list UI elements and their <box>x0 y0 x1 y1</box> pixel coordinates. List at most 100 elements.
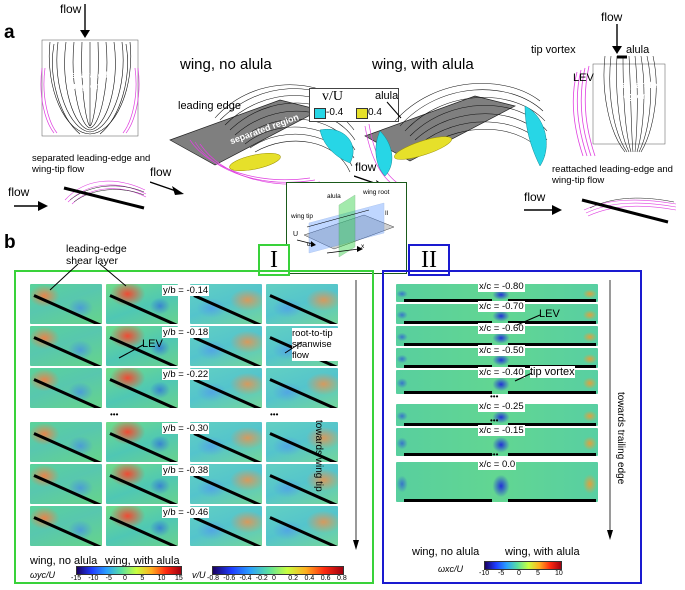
row-label-ii: x/c = -0.50 <box>478 345 525 356</box>
separated-region-label-left: separated region <box>65 70 109 91</box>
wing-plate <box>193 474 262 504</box>
cbar-x-ticks: -10 -5 0 5 10 <box>479 570 563 580</box>
inset-ii-label: II <box>385 211 389 217</box>
cbar-v-label: v/U <box>192 570 206 580</box>
group-ii-frame <box>382 270 642 584</box>
row-label-i: y/b = -0.46 <box>162 507 210 518</box>
leading-edge-label: leading edge <box>178 100 242 112</box>
tip-vortex-label-a: tip vortex <box>531 44 576 56</box>
flow-field-panel-ii <box>396 404 598 426</box>
row-label-ii: x/c = -0.60 <box>478 323 525 334</box>
colorbar-tick-label: 0.6 <box>320 575 331 582</box>
colorbar-tick-label: -0.6 <box>223 575 236 582</box>
wing-plate <box>269 294 338 324</box>
wing-plate <box>269 516 338 546</box>
cbar-x-label: ωxc/U <box>438 564 464 574</box>
cbar-vort <box>76 566 182 575</box>
wing-plate <box>193 378 262 408</box>
colorbar-tick-label: -10 <box>88 575 99 582</box>
spanwise-pointer <box>284 341 303 354</box>
wing-plate <box>508 499 596 502</box>
group-i-frame <box>14 270 374 584</box>
cyan-vortex-blob-1 <box>319 128 354 164</box>
wing-plate <box>269 378 338 408</box>
vu-legend: v/U -0.4 0.4 <box>309 88 399 122</box>
alula-pointer-mid <box>386 101 402 119</box>
flow-field-panel-i <box>30 464 102 504</box>
inset-geometry <box>296 194 395 258</box>
row-label-ii: x/c = 0.0 <box>478 459 517 470</box>
lev-label-a: LEV <box>573 72 594 84</box>
flow-field-panel-i <box>30 368 102 408</box>
caption-no-alula-i: wing, no alula <box>30 555 98 567</box>
flow-label-mid: flow <box>150 165 172 179</box>
row-label-i: y/b = -0.38 <box>162 465 210 476</box>
inset-alula-label: alula <box>327 193 341 200</box>
inset-wing-tip-label: wing tip <box>291 213 314 220</box>
flow-arrow-down-icon <box>80 4 90 38</box>
wing-plate <box>33 294 102 324</box>
wing-plate <box>404 453 492 456</box>
row-label-ii: x/c = -0.25 <box>478 401 525 412</box>
colorbar-tick-label: 0.8 <box>337 575 347 582</box>
wing-plate <box>109 516 178 546</box>
vu-legend-pos-swatch <box>356 108 368 119</box>
wing-plate <box>404 423 492 426</box>
caption-no-alula-ii: wing, no alula <box>412 546 480 558</box>
wing-plate <box>508 299 596 302</box>
wing-plate <box>508 453 596 456</box>
flow-label-top-left: flow <box>60 2 82 16</box>
wing-plate <box>193 432 262 462</box>
wing-plate <box>404 343 492 346</box>
side-view-streamlines-right <box>581 197 677 224</box>
wing-plate <box>508 391 596 394</box>
colorbar-tick-label: 15 <box>175 575 183 582</box>
inset-wing-root-label: wing root <box>363 189 390 196</box>
wing-plate <box>508 321 596 324</box>
caption-with-alula-ii: wing, with alula <box>505 546 580 558</box>
inset-x-label: x <box>361 243 365 250</box>
colorbar-tick-label: -10 <box>479 570 490 577</box>
wing-plate <box>269 474 338 504</box>
flow-field-panel-i <box>30 506 102 546</box>
wing-plate <box>109 378 178 408</box>
panel-a-letter: a <box>4 22 15 43</box>
vu-legend-neg: -0.4 <box>326 107 344 118</box>
lev-label-b-i: LEV <box>142 338 163 350</box>
wing-plate <box>193 516 262 546</box>
side-view-streamlines-left <box>63 180 147 210</box>
wing-plate <box>33 474 102 504</box>
alula-label-mid: alula <box>375 90 399 102</box>
flow-label-left: flow <box>8 185 30 199</box>
wing-plate <box>508 423 596 426</box>
inset-schematic: alula wing root wing tip U II α x <box>286 182 407 274</box>
ellipsis-i: ••• <box>110 410 119 419</box>
vu-legend-pos: 0.4 <box>368 107 382 118</box>
colorbar-tick-label: 5 <box>536 570 540 577</box>
shear-layer-label: leading-edge shear layer <box>66 243 127 267</box>
flow-field-panel-ii <box>396 304 598 324</box>
cbar-vort-ticks: -15 -10 -5 0 5 10 15 <box>71 575 183 585</box>
title-no-alula: wing, no alula <box>180 56 272 73</box>
ellipsis-ii: ••• <box>490 392 499 401</box>
flow-arrow-right-icon-2 <box>524 205 562 215</box>
colorbar-tick-label: 0.4 <box>304 575 315 582</box>
row-label-i: y/b = -0.22 <box>162 369 210 380</box>
towards-tip-label: towards wing tip <box>313 420 324 492</box>
cbar-v-ticks: -0.8 -0.6 -0.4 -0.2 0 0.2 0.4 0.6 0.8 <box>207 575 347 585</box>
tip-vortex-pointer <box>514 372 533 382</box>
wing-plate <box>109 474 178 504</box>
wing-plate <box>193 294 262 324</box>
tip-vortex-label-b: tip vortex <box>530 366 575 378</box>
colorbar-tick-label: -5 <box>105 575 112 582</box>
colorbar-tick-label: -15 <box>71 575 82 582</box>
reattached-flow-label: reattached leading-edge and wing-tip flo… <box>552 164 673 186</box>
flow-field-panel-i <box>30 422 102 462</box>
ellipsis-i: ••• <box>270 410 279 419</box>
flow-label-top-right: flow <box>601 10 623 24</box>
ellipsis-ii: ••• <box>490 450 499 459</box>
wing-plate <box>404 365 492 368</box>
colorbar-tick-label: 0 <box>272 575 276 582</box>
flow-label-right: flow <box>524 190 546 204</box>
row-label-i: y/b = -0.18 <box>162 327 210 338</box>
